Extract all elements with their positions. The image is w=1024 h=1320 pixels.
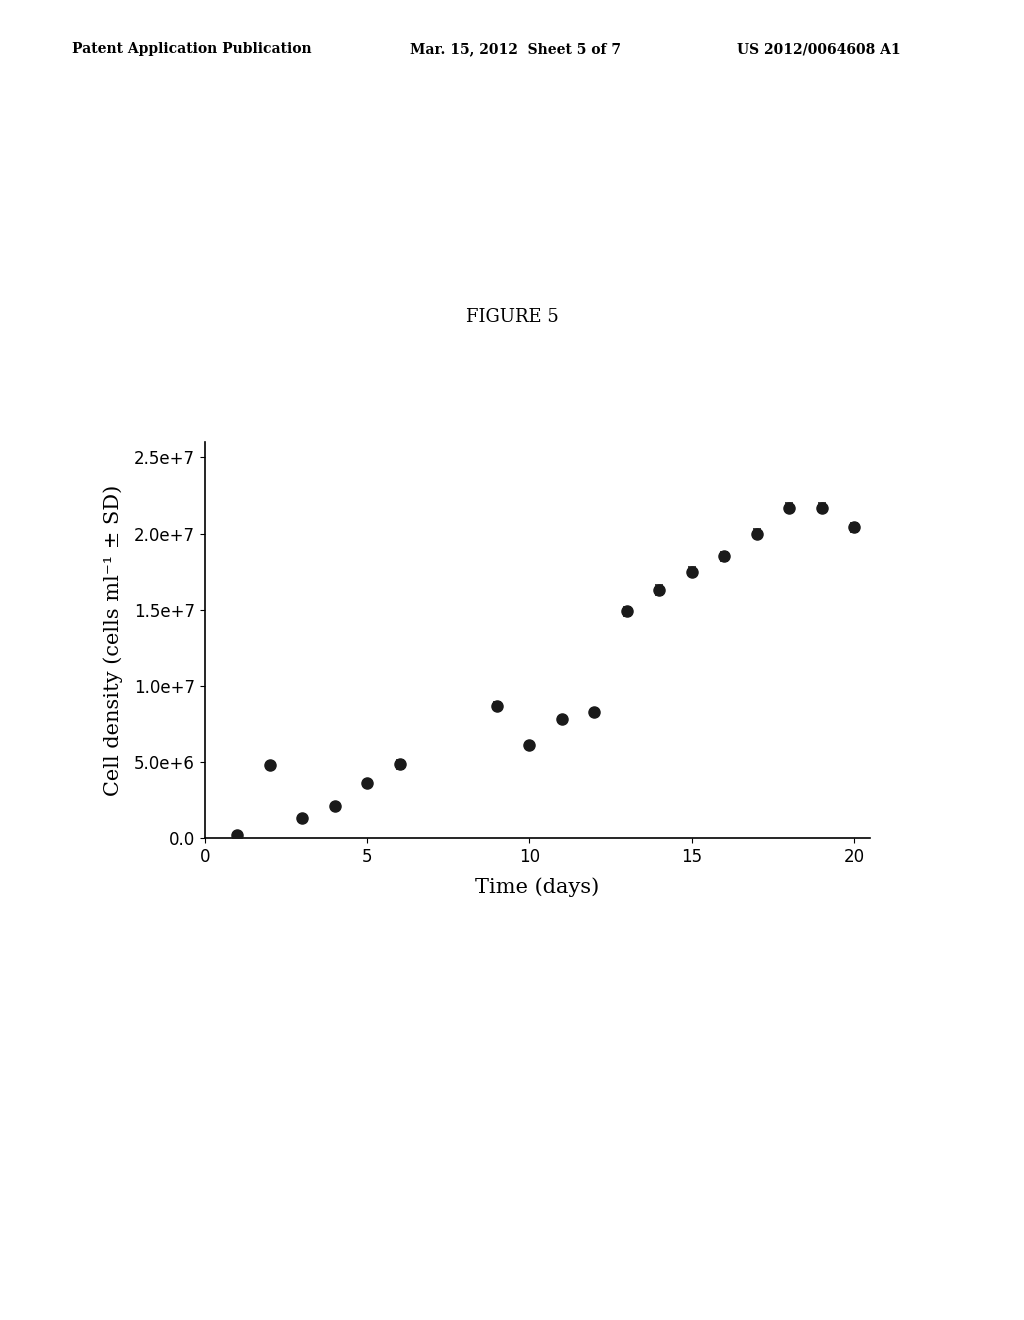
Text: US 2012/0064608 A1: US 2012/0064608 A1 bbox=[737, 42, 901, 57]
Text: Patent Application Publication: Patent Application Publication bbox=[72, 42, 311, 57]
Text: FIGURE 5: FIGURE 5 bbox=[466, 308, 558, 326]
Text: Mar. 15, 2012  Sheet 5 of 7: Mar. 15, 2012 Sheet 5 of 7 bbox=[410, 42, 621, 57]
X-axis label: Time (days): Time (days) bbox=[475, 876, 600, 896]
Y-axis label: Cell density (cells ml⁻¹ ± SD): Cell density (cells ml⁻¹ ± SD) bbox=[103, 484, 123, 796]
